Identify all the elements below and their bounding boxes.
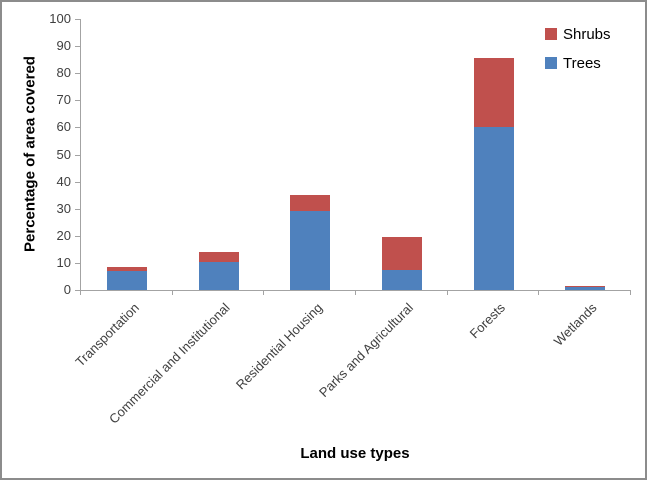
bar-trees-residential-housing <box>290 211 331 290</box>
bar-shrubs-forests <box>473 58 514 128</box>
y-tick-mark <box>75 181 80 183</box>
y-tick-label: 50 <box>56 146 71 162</box>
y-tick-label: 20 <box>56 227 71 243</box>
y-tick-mark <box>75 19 80 20</box>
y-tick-label: 0 <box>63 282 71 297</box>
category-label-wetlands: Wetlands <box>551 300 600 349</box>
legend-item-trees: Trees <box>545 53 611 73</box>
bar-trees-commercial-and-institutional <box>198 261 239 290</box>
x-tick-mark <box>538 291 540 295</box>
y-tick-mark <box>75 73 80 75</box>
y-tick-mark <box>75 262 80 264</box>
bar-trees-transportation <box>106 271 147 290</box>
y-tick-label: 30 <box>56 200 71 216</box>
x-tick-mark <box>355 291 356 295</box>
y-tick-mark <box>75 208 80 210</box>
x-tick-mark <box>446 291 448 295</box>
y-tick-mark <box>75 154 80 156</box>
y-tick-mark <box>75 290 80 291</box>
legend-label: Shrubs <box>563 25 611 43</box>
legend-label: Trees <box>563 54 601 72</box>
y-tick-label: 90 <box>56 38 71 54</box>
y-tick-label: 60 <box>56 119 71 135</box>
bar-shrubs-transportation <box>106 266 147 272</box>
category-label-forests: Forests <box>466 300 509 342</box>
bar-trees-wetlands <box>565 286 606 290</box>
x-tick-mark <box>171 291 173 295</box>
bar-shrubs-wetlands <box>565 285 606 287</box>
legend: Shrubs Trees <box>545 24 611 82</box>
bar-shrubs-parks-and-agricultural <box>381 237 422 270</box>
x-tick-mark <box>80 291 81 295</box>
y-tick-label: 10 <box>56 254 71 270</box>
legend-swatch-shrubs <box>545 28 557 40</box>
x-tick-mark <box>263 291 265 295</box>
y-tick-label: 100 <box>49 11 71 26</box>
bar-shrubs-commercial-and-institutional <box>198 252 239 262</box>
y-tick-mark <box>75 235 80 237</box>
legend-item-shrubs: Shrubs <box>545 24 611 44</box>
category-label-parks-and-agricultural: Parks and Agricultural <box>316 300 417 401</box>
y-tick-label: 80 <box>56 65 71 81</box>
y-tick-label: 70 <box>56 92 71 108</box>
category-label-residential-housing: Residential Housing <box>232 300 325 393</box>
category-label-transportation: Transportation <box>71 300 142 370</box>
legend-swatch-trees <box>545 57 557 69</box>
bar-trees-forests <box>473 127 514 290</box>
y-tick-label: 40 <box>56 173 71 189</box>
x-tick-mark <box>630 291 631 295</box>
y-tick-mark <box>75 127 80 129</box>
plot-area <box>80 19 631 291</box>
bar-trees-parks-and-agricultural <box>381 269 422 290</box>
y-tick-mark <box>75 46 80 48</box>
y-tick-mark <box>75 100 80 102</box>
x-axis-title: Land use types <box>300 445 410 462</box>
bar-shrubs-residential-housing <box>290 195 331 212</box>
